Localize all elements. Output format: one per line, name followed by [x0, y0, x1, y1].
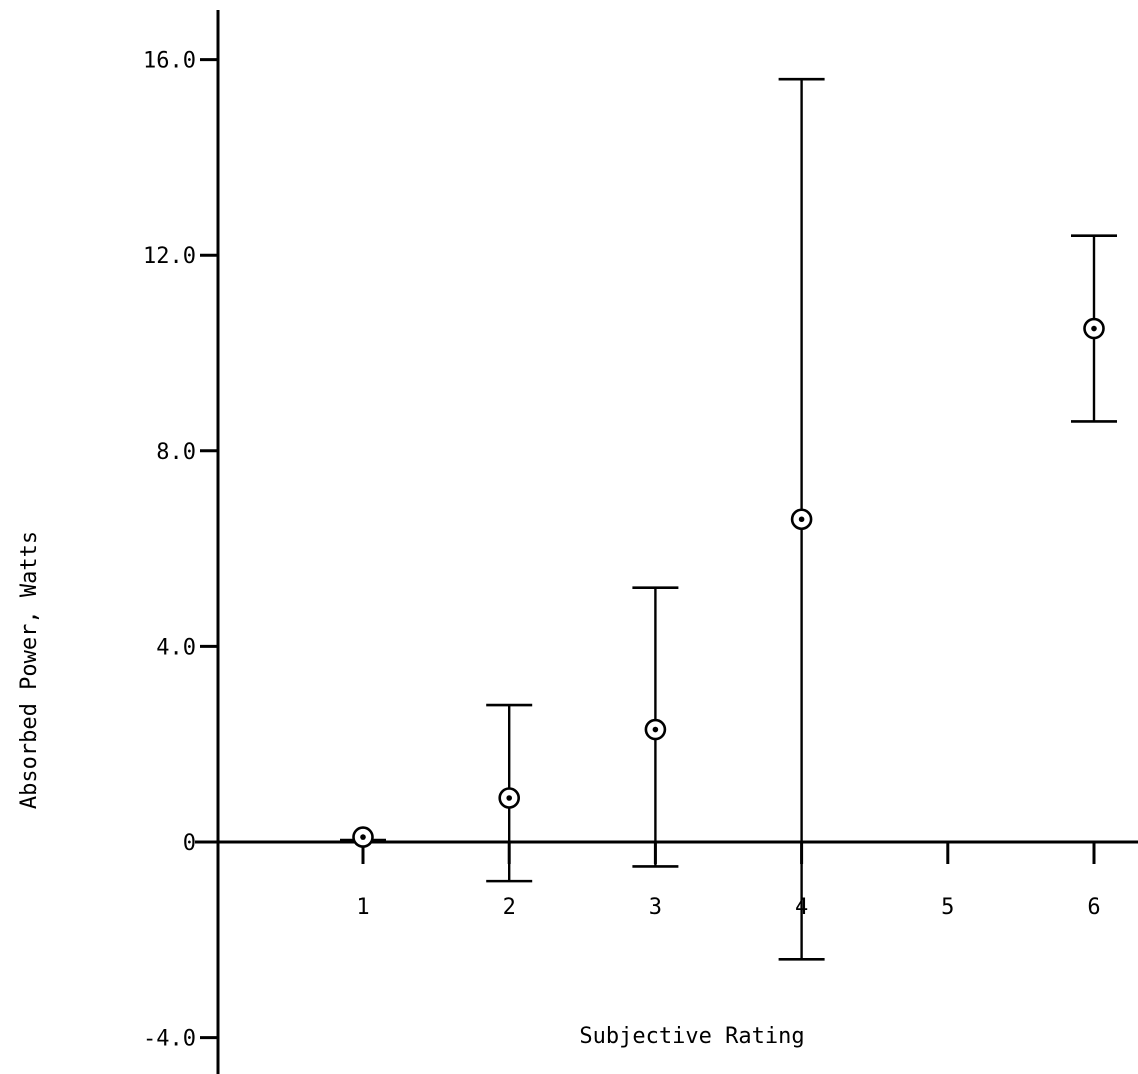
- data-markers: [352, 317, 1105, 848]
- error-bars: [340, 77, 1117, 961]
- x-tick-label: 2: [503, 895, 516, 920]
- data-point-dot: [506, 795, 512, 801]
- y-ticks: 16.0 12.0 8.0 4.0 0 -4.0: [143, 49, 218, 1052]
- data-point-dot: [798, 516, 805, 523]
- y-tick-label: -4.0: [143, 1027, 196, 1052]
- y-tick-label: 16.0: [143, 49, 196, 74]
- y-tick-label: 0: [183, 831, 196, 856]
- x-tick-label: 3: [649, 895, 662, 920]
- x-axis-title: Subjective Rating: [579, 1024, 804, 1049]
- data-point: [352, 826, 374, 848]
- x-tick-label: 1: [356, 895, 369, 920]
- data-point-dot: [1091, 325, 1097, 332]
- data-point: [498, 787, 521, 809]
- data-point: [790, 508, 813, 531]
- y-axis-title: Absorbed Power, Watts: [17, 531, 42, 809]
- data-point-dot: [652, 726, 659, 733]
- axes: [195, 10, 1138, 1074]
- data-point: [644, 718, 667, 741]
- y-tick-label: 8.0: [156, 440, 196, 465]
- data-point: [1083, 317, 1105, 340]
- y-tick-label: 12.0: [143, 244, 196, 269]
- y-tick-label: 4.0: [156, 635, 196, 660]
- x-tick-label: 5: [941, 895, 954, 920]
- x-tick-label: 6: [1087, 895, 1100, 920]
- data-point-dot: [360, 834, 366, 840]
